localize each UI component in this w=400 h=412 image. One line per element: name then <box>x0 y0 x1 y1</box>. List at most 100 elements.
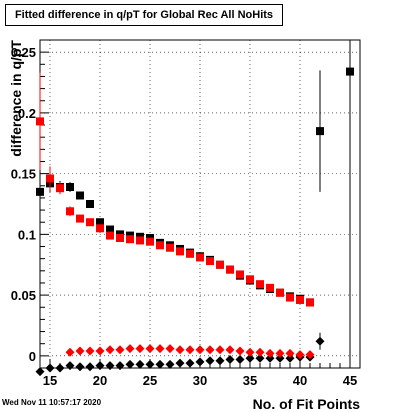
data-point-diamond <box>105 345 115 355</box>
data-point-diamond <box>155 359 165 369</box>
data-point-square <box>196 253 204 262</box>
data-point-diamond <box>305 350 315 360</box>
x-tick-label: 15 <box>43 373 57 388</box>
data-point-square <box>246 275 254 284</box>
data-point-square <box>226 265 234 274</box>
x-tick-label: 20 <box>93 373 107 388</box>
data-point-diamond <box>85 362 95 372</box>
data-point-diamond <box>285 348 295 358</box>
data-point-diamond <box>95 346 105 356</box>
data-point-square <box>306 298 314 307</box>
data-point-square <box>66 207 74 216</box>
y-axis-label: difference in q/pT <box>8 40 24 157</box>
data-point-diamond <box>165 344 175 354</box>
series-0 <box>36 40 354 364</box>
data-point-square <box>176 247 184 256</box>
data-point-square <box>76 214 84 223</box>
data-point-square <box>86 218 94 227</box>
y-tick-label: 0 <box>29 349 36 364</box>
data-point-diamond <box>135 344 145 354</box>
data-point-diamond <box>235 354 245 364</box>
data-point-diamond <box>175 358 185 368</box>
y-tick-label: 0.05 <box>11 288 36 303</box>
data-point-square <box>186 249 194 258</box>
data-point-square <box>46 174 54 183</box>
data-point-diamond <box>55 363 65 373</box>
data-point-diamond <box>245 353 255 363</box>
data-point-diamond <box>255 353 265 363</box>
data-point-diamond <box>225 345 235 355</box>
y-tick-label: 0.2 <box>18 106 36 121</box>
data-point-square <box>156 241 164 250</box>
data-point-diamond <box>255 347 265 357</box>
data-point-square <box>116 234 124 243</box>
data-point-diamond <box>285 353 295 363</box>
data-point-diamond <box>225 354 235 364</box>
x-axis-label: No. of Fit Points <box>253 396 361 412</box>
data-point-diamond <box>195 357 205 367</box>
data-point-diamond <box>245 347 255 357</box>
data-point-diamond <box>45 363 55 373</box>
data-point-square <box>86 200 94 208</box>
data-point-square <box>76 191 84 200</box>
data-point-diamond <box>265 348 275 358</box>
data-point-square <box>346 67 354 76</box>
data-point-diamond <box>95 361 105 371</box>
data-point-diamond <box>175 345 185 355</box>
y-tick-label: 0.25 <box>11 45 36 60</box>
x-tick-label: 30 <box>193 373 207 388</box>
data-point-diamond <box>85 346 95 356</box>
data-point-diamond <box>155 344 165 354</box>
data-point-square <box>316 127 324 136</box>
data-point-diamond <box>105 361 115 371</box>
data-point-diamond <box>185 358 195 368</box>
data-point-diamond <box>185 345 195 355</box>
data-point-square <box>36 187 44 196</box>
chart-title: Fitted difference in q/pT for Global Rec… <box>5 4 283 26</box>
data-point-square <box>66 182 74 191</box>
data-point-square <box>126 235 134 244</box>
data-point-square <box>146 237 154 246</box>
data-point-diamond <box>145 344 155 354</box>
data-point-diamond <box>125 344 135 354</box>
data-point-square <box>236 270 244 279</box>
data-point-square <box>206 257 214 266</box>
data-point-square <box>216 260 224 269</box>
data-point-square <box>266 283 274 292</box>
grid <box>40 40 360 368</box>
data-point-diamond <box>125 359 135 369</box>
data-point-square <box>166 243 174 252</box>
data-point-diamond <box>315 336 325 346</box>
data-point-square <box>106 231 114 240</box>
data-point-diamond <box>195 345 205 355</box>
data-point-square <box>286 293 294 302</box>
data-point-diamond <box>295 350 305 360</box>
datestamp: Wed Nov 11 10:57:17 2020 <box>2 398 102 407</box>
y-tick-label: 0.1 <box>18 227 36 242</box>
data-point-square <box>256 280 264 289</box>
data-point-diamond <box>275 353 285 363</box>
data-point-diamond <box>275 348 285 358</box>
data-point-square <box>296 295 304 304</box>
data-point-diamond <box>65 361 75 371</box>
data-point-diamond <box>165 359 175 369</box>
data-point-diamond <box>145 359 155 369</box>
data-point-diamond <box>205 345 215 355</box>
x-tick-label: 40 <box>293 373 307 388</box>
x-tick-label: 25 <box>143 373 157 388</box>
data-point-diamond <box>265 353 275 363</box>
data-point-square <box>96 218 104 227</box>
data-point-diamond <box>75 346 85 356</box>
data-point-diamond <box>235 346 245 356</box>
data-point-square <box>56 184 64 193</box>
data-point-diamond <box>65 347 75 357</box>
series-1 <box>36 72 314 307</box>
data-point-square <box>276 288 284 297</box>
data-point-diamond <box>35 367 45 377</box>
x-tick-label: 35 <box>243 373 257 388</box>
x-tick-label: 45 <box>343 373 357 388</box>
data-point-diamond <box>115 361 125 371</box>
data-point-diamond <box>205 356 215 366</box>
data-point-diamond <box>215 356 225 366</box>
